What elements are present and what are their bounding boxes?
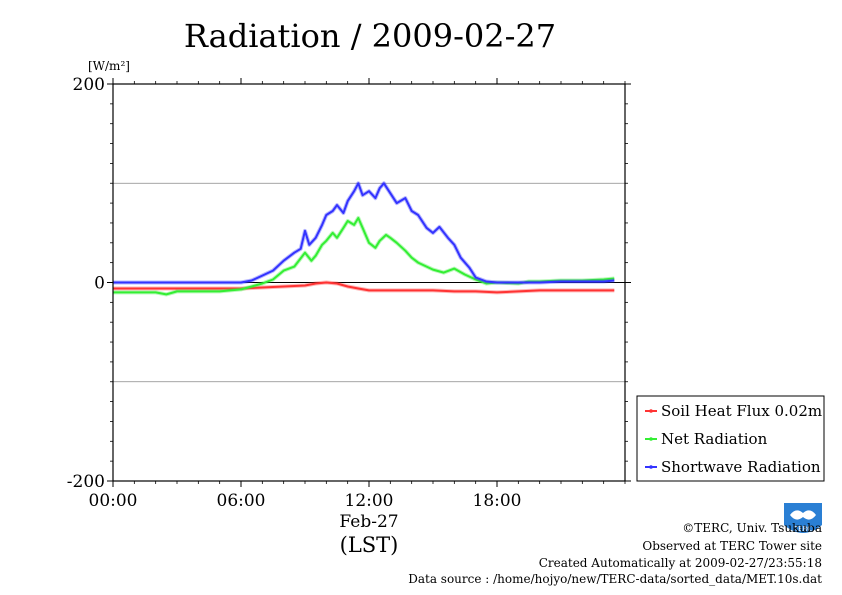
legend: Soil Heat Flux 0.02m Net Radiation Shortwa…	[636, 395, 825, 482]
legend-label: Soil Heat Flux 0.02m	[661, 402, 822, 420]
series-line-2	[113, 182, 615, 284]
legend-marker	[649, 465, 653, 469]
y-tick-label: 0	[94, 274, 105, 294]
copyright-text: ©TERC, Univ. Tsukuba	[682, 521, 822, 535]
legend-marker	[649, 437, 653, 441]
x-ticks: 00:00 06:00 12:00 18:00	[89, 78, 626, 511]
x-axis-date-label: Feb-27	[339, 512, 398, 532]
x-axis-timezone-label: (LST)	[340, 533, 399, 557]
legend-marker	[649, 409, 653, 413]
terc-logo-text: TERC	[793, 525, 812, 533]
series-line-0	[113, 281, 615, 294]
y-axis-label: [W/m²]	[88, 59, 130, 73]
y-tick-label: 200	[73, 75, 105, 95]
x-tick-label: 00:00	[89, 491, 138, 511]
x-tick-label: 12:00	[345, 491, 394, 511]
x-tick-label: 06:00	[217, 491, 266, 511]
source-text: Data source : /home/hojyo/new/TERC-data/…	[408, 572, 822, 586]
y-ticks: 200 0 -200	[67, 75, 631, 492]
legend-label: Net Radiation	[661, 430, 768, 448]
created-text: Created Automatically at 2009-02-27/23:5…	[539, 556, 822, 570]
legend-box	[636, 395, 825, 482]
legend-label: Shortwave Radiation	[661, 458, 821, 476]
y-tick-label: -200	[67, 472, 105, 492]
terc-logo: TERC	[784, 503, 822, 533]
series-lines	[113, 181, 615, 297]
chart-title: Radiation / 2009-02-27	[184, 17, 556, 55]
observed-text: Observed at TERC Tower site	[642, 539, 822, 553]
series-line-1	[113, 217, 615, 296]
x-tick-label: 18:00	[473, 491, 522, 511]
